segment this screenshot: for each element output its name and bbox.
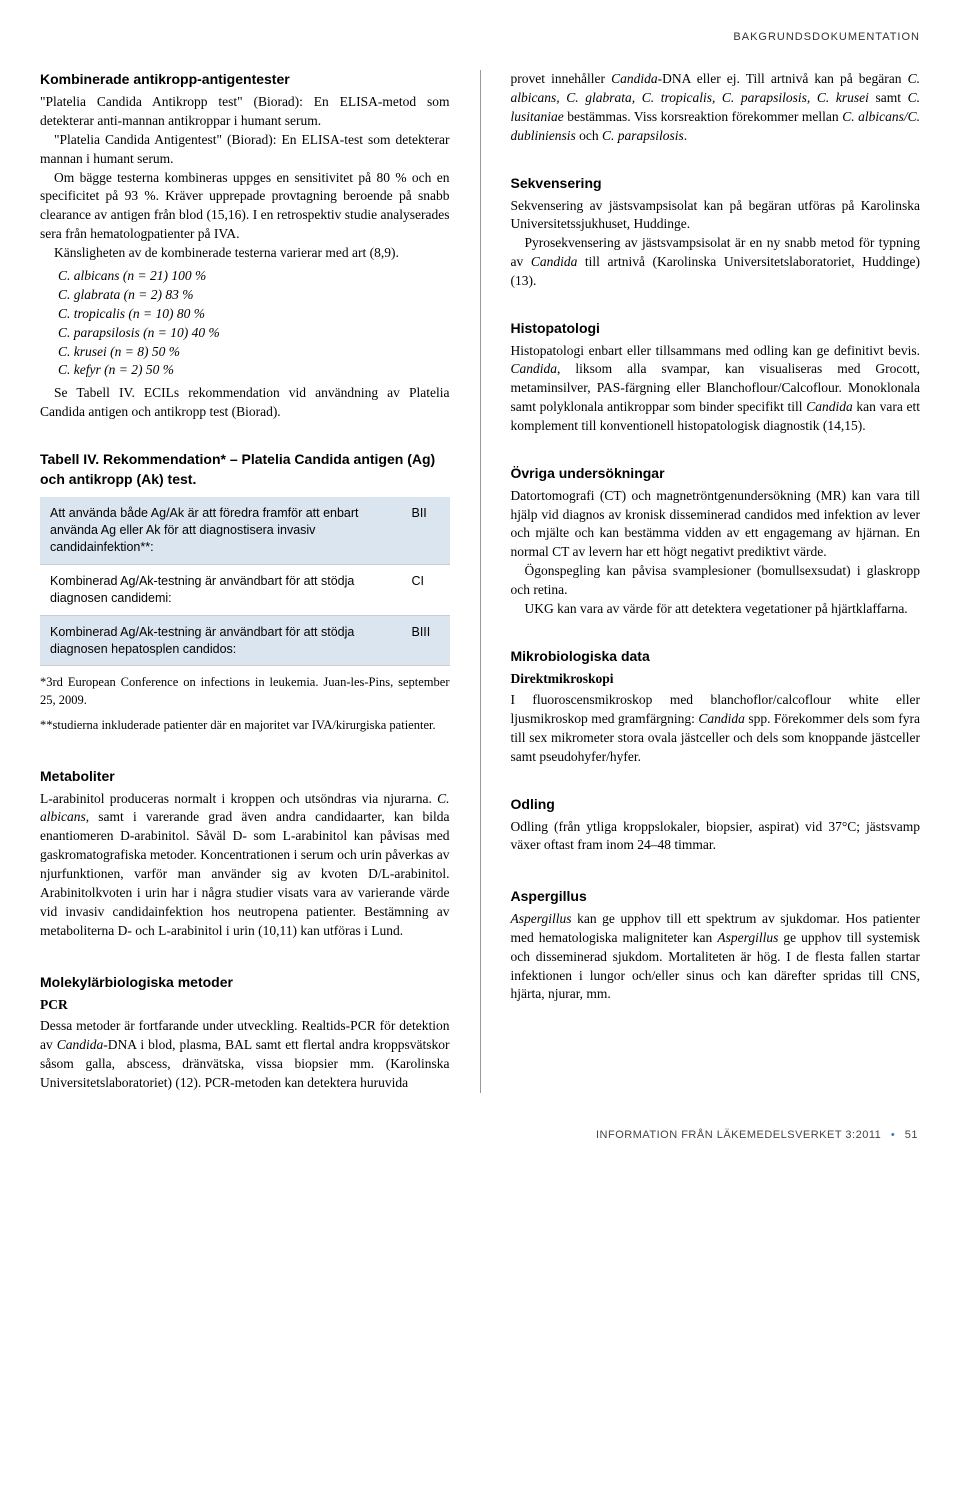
- body-text: I fluoroscensmikroskop med blanchoflor/c…: [511, 691, 921, 767]
- footer-page-number: 51: [905, 1129, 918, 1141]
- table-footnote: **studierna inkluderade patienter där en…: [40, 717, 450, 735]
- column-divider: [480, 70, 481, 1092]
- footer-text: INFORMATION FRÅN LÄKEMEDELSVERKET 3:2011: [596, 1129, 881, 1141]
- left-column: Kombinerade antikropp-antigentester "Pla…: [40, 70, 450, 1092]
- species-list: C. albicans (n = 21) 100 % C. glabrata (…: [58, 267, 450, 380]
- table-row: Att använda både Ag/Ak är att föredra fr…: [40, 497, 450, 564]
- table-cell-text: Kombinerad Ag/Ak-testning är användbart …: [40, 615, 402, 666]
- page-footer: INFORMATION FRÅN LÄKEMEDELSVERKET 3:2011…: [40, 1128, 920, 1143]
- heading-kombinerade: Kombinerade antikropp-antigentester: [40, 70, 450, 90]
- list-item: C. glabrata (n = 2) 83 %: [58, 286, 450, 305]
- table-row: Kombinerad Ag/Ak-testning är användbart …: [40, 564, 450, 615]
- body-text: Ögonspegling kan påvisa svamplesioner (b…: [511, 562, 921, 600]
- body-text: Histopatologi enbart eller tillsammans m…: [511, 342, 921, 436]
- recommendation-table: Att använda både Ag/Ak är att föredra fr…: [40, 497, 450, 666]
- right-column: provet innehåller Candida-DNA eller ej. …: [511, 70, 921, 1092]
- body-text: Datortomografi (CT) och magnetröntgenund…: [511, 487, 921, 563]
- table-cell-text: Kombinerad Ag/Ak-testning är användbart …: [40, 564, 402, 615]
- heading-sekvensering: Sekvensering: [511, 174, 921, 194]
- heading-ovriga: Övriga undersökningar: [511, 464, 921, 484]
- body-text: Pyrosekvensering av jästsvampsisolat är …: [511, 234, 921, 291]
- subheading-direktmikroskopi: Direktmikroskopi: [511, 670, 921, 689]
- body-text: provet innehåller Candida-DNA eller ej. …: [511, 70, 921, 146]
- body-text: Aspergillus kan ge upphov till ett spekt…: [511, 910, 921, 1004]
- table-cell-text: Att använda både Ag/Ak är att föredra fr…: [40, 497, 402, 564]
- page-header: BAKGRUNDSDOKUMENTATION: [40, 30, 920, 45]
- body-text: "Platelia Candida Antigentest" (Biorad):…: [40, 131, 450, 169]
- heading-mikrobiologiska: Mikrobiologiska data: [511, 647, 921, 667]
- list-item: C. albicans (n = 21) 100 %: [58, 267, 450, 286]
- table-cell-grade: BIII: [402, 615, 450, 666]
- body-text: UKG kan vara av värde för att detektera …: [511, 600, 921, 619]
- list-item: C. tropicalis (n = 10) 80 %: [58, 305, 450, 324]
- table-caption: Tabell IV. Rekommendation* – Platelia Ca…: [40, 450, 450, 489]
- subheading-pcr: PCR: [40, 996, 450, 1015]
- table-cell-grade: BII: [402, 497, 450, 564]
- table-cell-grade: CI: [402, 564, 450, 615]
- heading-odling: Odling: [511, 795, 921, 815]
- footer-bullet-icon: •: [891, 1129, 895, 1141]
- body-text: Se Tabell IV. ECILs rekommendation vid a…: [40, 384, 450, 422]
- heading-aspergillus: Aspergillus: [511, 887, 921, 907]
- body-text: Dessa metoder är fortfarande under utvec…: [40, 1017, 450, 1093]
- heading-molekylar: Molekylärbiologiska metoder: [40, 973, 450, 993]
- list-item: C. krusei (n = 8) 50 %: [58, 343, 450, 362]
- list-item: C. parapsilosis (n = 10) 40 %: [58, 324, 450, 343]
- body-text: Sekvensering av jästsvampsisolat kan på …: [511, 197, 921, 235]
- body-text: L-arabinitol produceras normalt i kroppe…: [40, 790, 450, 941]
- body-text: Odling (från ytliga kroppslokaler, biops…: [511, 818, 921, 856]
- body-text: Om bägge testerna kombineras uppges en s…: [40, 169, 450, 245]
- table-row: Kombinerad Ag/Ak-testning är användbart …: [40, 615, 450, 666]
- heading-metaboliter: Metaboliter: [40, 767, 450, 787]
- body-text: Känsligheten av de kombinerade testerna …: [40, 244, 450, 263]
- heading-histopatologi: Histopatologi: [511, 319, 921, 339]
- content-columns: Kombinerade antikropp-antigentester "Pla…: [40, 70, 920, 1092]
- body-text: "Platelia Candida Antikropp test" (Biora…: [40, 93, 450, 131]
- table-footnote: *3rd European Conference on infections i…: [40, 674, 450, 709]
- list-item: C. kefyr (n = 2) 50 %: [58, 361, 450, 380]
